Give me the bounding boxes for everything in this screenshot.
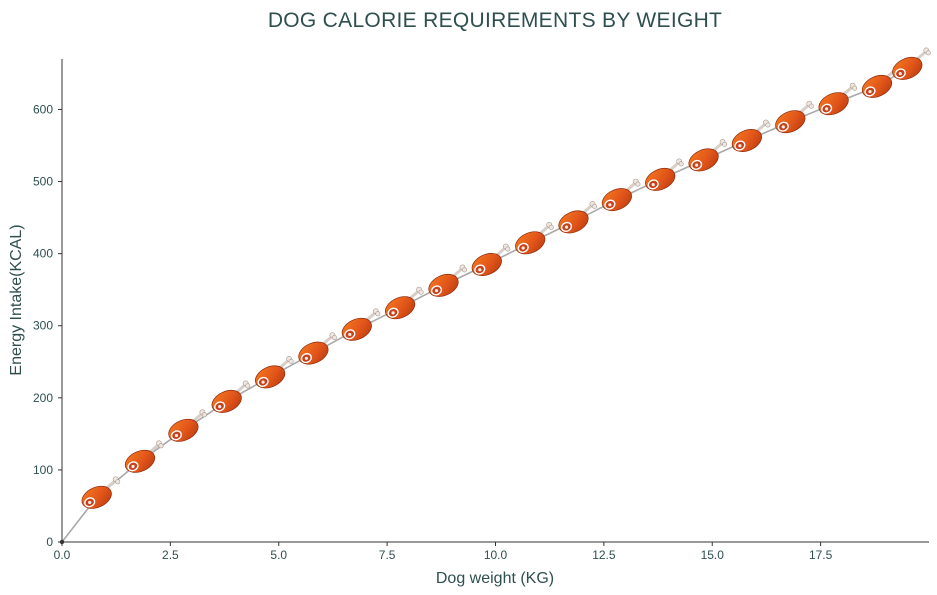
bone-knob [678,161,684,167]
bone-knob [158,443,164,449]
x-tick-label: 2.5 [162,548,179,562]
y-tick-label: 0 [46,535,53,549]
meat-drumstick-icon [688,138,728,172]
bone-end [695,163,699,167]
bone-knob [808,103,814,109]
bone-end [131,464,135,469]
bone-knob [245,383,251,389]
data-point-origin [59,539,65,545]
meat-drumstick-icon [81,476,121,509]
axes [61,59,929,543]
bone-end [478,268,482,272]
meat-drumstick-icon [471,243,511,276]
y-tick-label: 300 [33,319,53,333]
x-tick-label: 17.5 [809,548,833,562]
bone-knob [418,289,424,295]
y-tick-label: 200 [33,391,53,405]
meat-drumstick-icon [211,380,251,413]
meat-drumstick-icon [385,286,424,320]
y-axis-label: Energy Intake(KCAL) [8,224,25,375]
series-line [61,67,908,543]
bone-end [825,107,829,111]
x-tick-label: 0.0 [54,548,71,562]
bone-end [521,246,525,250]
bone-end [608,203,612,207]
bone-knob [852,85,858,91]
bone-end [898,72,902,76]
bone-end [348,332,352,337]
y-tick-label: 500 [33,175,53,189]
bone-end [738,144,742,148]
bone-knob [115,479,121,485]
meat-drumstick-icon [298,332,337,365]
bone-end [651,183,655,187]
marker-layer [59,47,931,545]
bone-knob [331,335,337,341]
chart-title: DOG CALORIE REQUIREMENTS BY WEIGHT [268,9,722,32]
ticks: 0.0 2.5 5.0 7.5 10.0 12.5 15.0 17.5 0 100 200 300 40… [33,102,833,562]
bone-end [391,311,395,315]
bone-knob [288,358,294,364]
meat-drumstick-icon [515,221,554,255]
bone-end [174,433,178,438]
bone-knob [591,203,597,209]
meat-drumstick-icon [255,355,294,389]
bone-end [88,500,92,505]
bone-knob [765,122,771,128]
meat-drumstick-icon [892,47,931,80]
bone-end [564,225,569,229]
meat-drumstick-icon [731,119,771,152]
meat-drumstick-icon [124,440,164,473]
x-axis-label: Dog weight (KG) [436,570,554,587]
meat-drumstick-icon [558,200,597,234]
meat-drumstick-icon [601,178,641,212]
y-tick-label: 100 [33,463,53,477]
bone-knob [461,267,467,273]
bone-knob [722,141,728,147]
bone-knob [201,412,207,418]
bone-knob [635,181,641,187]
bone-end [304,356,308,360]
bone-knob [375,311,381,317]
meat-drumstick-icon [341,308,381,341]
bone-end [868,90,872,94]
x-tick-label: 12.5 [592,548,616,562]
bone-knob [505,246,511,252]
x-tick-label: 10.0 [484,548,508,562]
bone-end [434,289,439,293]
meat-drumstick-icon [428,264,467,297]
meat-drumstick-icon [645,158,684,191]
bone-end [781,125,785,129]
x-tick-label: 5.0 [270,548,287,562]
bone-end [218,405,222,409]
series-layer [61,67,908,543]
x-tick-label: 7.5 [379,548,396,562]
y-tick-label: 400 [33,247,53,261]
bone-end [261,380,265,384]
bone-knob [548,224,554,230]
bone-knob [925,50,931,56]
meat-drumstick-icon [775,100,814,134]
meat-drumstick-icon [168,409,207,442]
y-tick-label: 600 [33,102,53,116]
meat-drumstick-icon [818,82,858,116]
x-tick-label: 15.0 [701,548,725,562]
